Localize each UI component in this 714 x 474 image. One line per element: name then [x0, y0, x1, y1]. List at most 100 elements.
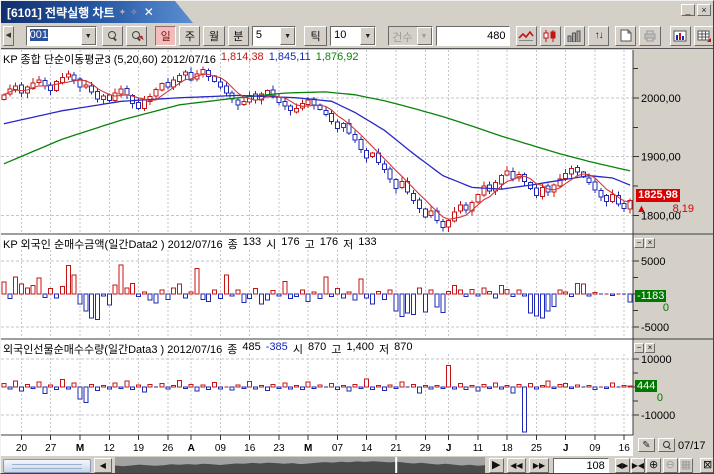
open-value: 870: [307, 341, 327, 353]
svg-text:M: M: [76, 443, 84, 454]
svg-text:26: 26: [162, 443, 174, 454]
period-minute-button[interactable]: 분: [227, 25, 249, 46]
svg-text:14: 14: [361, 443, 373, 454]
svg-text:M: M: [304, 443, 312, 454]
expand-range-button[interactable]: ◀▶: [614, 458, 630, 473]
high-label: 고: [304, 239, 315, 251]
up-arrow-icon: ▲: [636, 203, 647, 215]
bar-chart-button[interactable]: [563, 25, 586, 46]
ma60-value: 1,876,92: [315, 51, 359, 63]
svg-text:J: J: [446, 443, 452, 454]
ma5-value: 1,814,38: [220, 51, 264, 63]
next-date-label: 07/17: [678, 440, 706, 452]
panel3-close-button[interactable]: ×: [645, 343, 655, 353]
panel2-last-value-badge: -1183: [635, 290, 667, 302]
panel2-title: KP 외국인 순매수금액(일간Data2 ) 2012/07/16: [3, 239, 223, 251]
count-label: 건수: [392, 31, 413, 44]
svg-text:07: 07: [332, 443, 344, 454]
open-label: 시: [266, 239, 277, 251]
svg-text:J: J: [563, 443, 569, 454]
scroll-left-button[interactable]: ◀: [93, 458, 112, 473]
zoom-button[interactable]: [658, 438, 675, 452]
visible-bars-input[interactable]: [552, 457, 609, 473]
panel3-minimize-button[interactable]: −: [634, 343, 644, 353]
bars-total-input[interactable]: [435, 25, 510, 46]
close-button[interactable]: ×: [697, 4, 711, 16]
svg-text:16: 16: [244, 443, 256, 454]
close-extra-value: -385: [265, 341, 288, 353]
draw-button[interactable]: ✎: [638, 438, 655, 452]
search-arrow-icon: [132, 31, 144, 42]
close-value: 485: [242, 341, 261, 353]
minimize-button[interactable]: _: [681, 4, 695, 16]
chevron-down-icon[interactable]: ▼: [80, 26, 96, 45]
chevron-down-icon[interactable]: ▼: [280, 26, 296, 45]
multi-chart-button[interactable]: [669, 25, 691, 46]
code-combobox[interactable]: 001 ▼: [25, 25, 97, 46]
grid-table-button[interactable]: [693, 25, 713, 46]
chevron-down-icon[interactable]: ▼: [360, 26, 376, 45]
period-month-button[interactable]: 월: [203, 25, 225, 46]
low-value: 870: [394, 341, 413, 353]
printer-icon: [644, 30, 656, 41]
fast-rewind-button[interactable]: ◀◀: [506, 458, 527, 473]
close-chart-button[interactable]: ⊠: [700, 458, 713, 473]
candle-chart-button[interactable]: [539, 25, 561, 46]
step-forward-button[interactable]: ▶: [488, 458, 504, 473]
search-button[interactable]: [101, 25, 123, 46]
zoom-in-button[interactable]: ⊕: [646, 458, 661, 473]
high-value: 1,400: [346, 341, 374, 353]
pencil-icon: ✎: [642, 439, 651, 451]
low-value: 133: [358, 236, 377, 248]
panel2-header: KP 외국인 순매수금액(일간Data2 ) 2012/07/16 종 133 …: [3, 236, 377, 252]
chart-area: 2000,00 1900,00 1800,00 5000 -5000 10000 -1000…: [1, 48, 714, 457]
collapse-left-icon[interactable]: ◀: [3, 25, 14, 46]
magnifier-icon: [662, 441, 671, 449]
document-icon: [620, 29, 632, 42]
open-label: 시: [292, 344, 303, 356]
panel2-close-button[interactable]: ×: [645, 238, 655, 248]
updown-button[interactable]: ↑↓: [588, 25, 610, 46]
svg-text:16: 16: [619, 443, 631, 454]
svg-text:12: 12: [104, 443, 116, 454]
svg-text:23: 23: [273, 443, 285, 454]
main-chart-header: KP 종합 단순이동평균3 (5,20,60) 2012/07/16 1,814…: [3, 51, 359, 67]
tick-combobox[interactable]: 10 ▼: [330, 25, 377, 46]
candle-chart-icon: [543, 29, 556, 42]
line-chart-button[interactable]: [515, 25, 537, 46]
svg-text:5000: 5000: [641, 256, 665, 268]
new-document-button[interactable]: [615, 25, 637, 46]
tab-mini-icon-1: ✦: [118, 6, 127, 17]
high-label: 고: [331, 344, 342, 356]
svg-text:10000: 10000: [641, 354, 672, 366]
svg-text:21: 21: [390, 443, 402, 454]
svg-text:20: 20: [16, 443, 28, 454]
panel2-window-buttons: − ×: [634, 238, 655, 248]
count-combobox: 건수 ▼: [388, 25, 433, 46]
tab-mini-icon-2: ✧: [130, 6, 138, 17]
svg-text:-10000: -10000: [641, 410, 675, 422]
horizontal-scrollbar[interactable]: [3, 458, 91, 473]
price-change: ▲ 8,19: [636, 203, 694, 215]
stock-search-button[interactable]: [125, 25, 148, 46]
minute-combobox[interactable]: 5 ▼: [251, 25, 297, 46]
svg-text:19: 19: [133, 443, 145, 454]
svg-text:09: 09: [589, 443, 601, 454]
grid-toggle-button: ▦: [678, 458, 694, 473]
tick-button[interactable]: 틱: [304, 25, 328, 46]
print-button-disabled: [639, 25, 661, 46]
svg-text:A: A: [188, 443, 195, 454]
ma20-value: 1,845,11: [268, 51, 311, 63]
period-week-button[interactable]: 주: [179, 25, 201, 46]
tick-value: 10: [334, 28, 347, 41]
period-day-button[interactable]: 일: [155, 25, 177, 46]
window-tab[interactable]: [6101] 전략실행 차트 ✦ ✧ ✕: [1, 1, 193, 23]
minimap[interactable]: [114, 457, 485, 474]
panel2-minimize-button[interactable]: −: [634, 238, 644, 248]
chart-canvas[interactable]: 2000,00 1900,00 1800,00 5000 -5000 10000 -1000…: [1, 50, 714, 457]
svg-text:09: 09: [215, 443, 227, 454]
fast-forward-button[interactable]: ▶▶: [529, 458, 549, 473]
tab-close-icon[interactable]: ✕: [143, 5, 154, 19]
collapse-range-button[interactable]: ▶◀: [630, 458, 646, 473]
panel2-change-value: 0: [662, 302, 669, 314]
